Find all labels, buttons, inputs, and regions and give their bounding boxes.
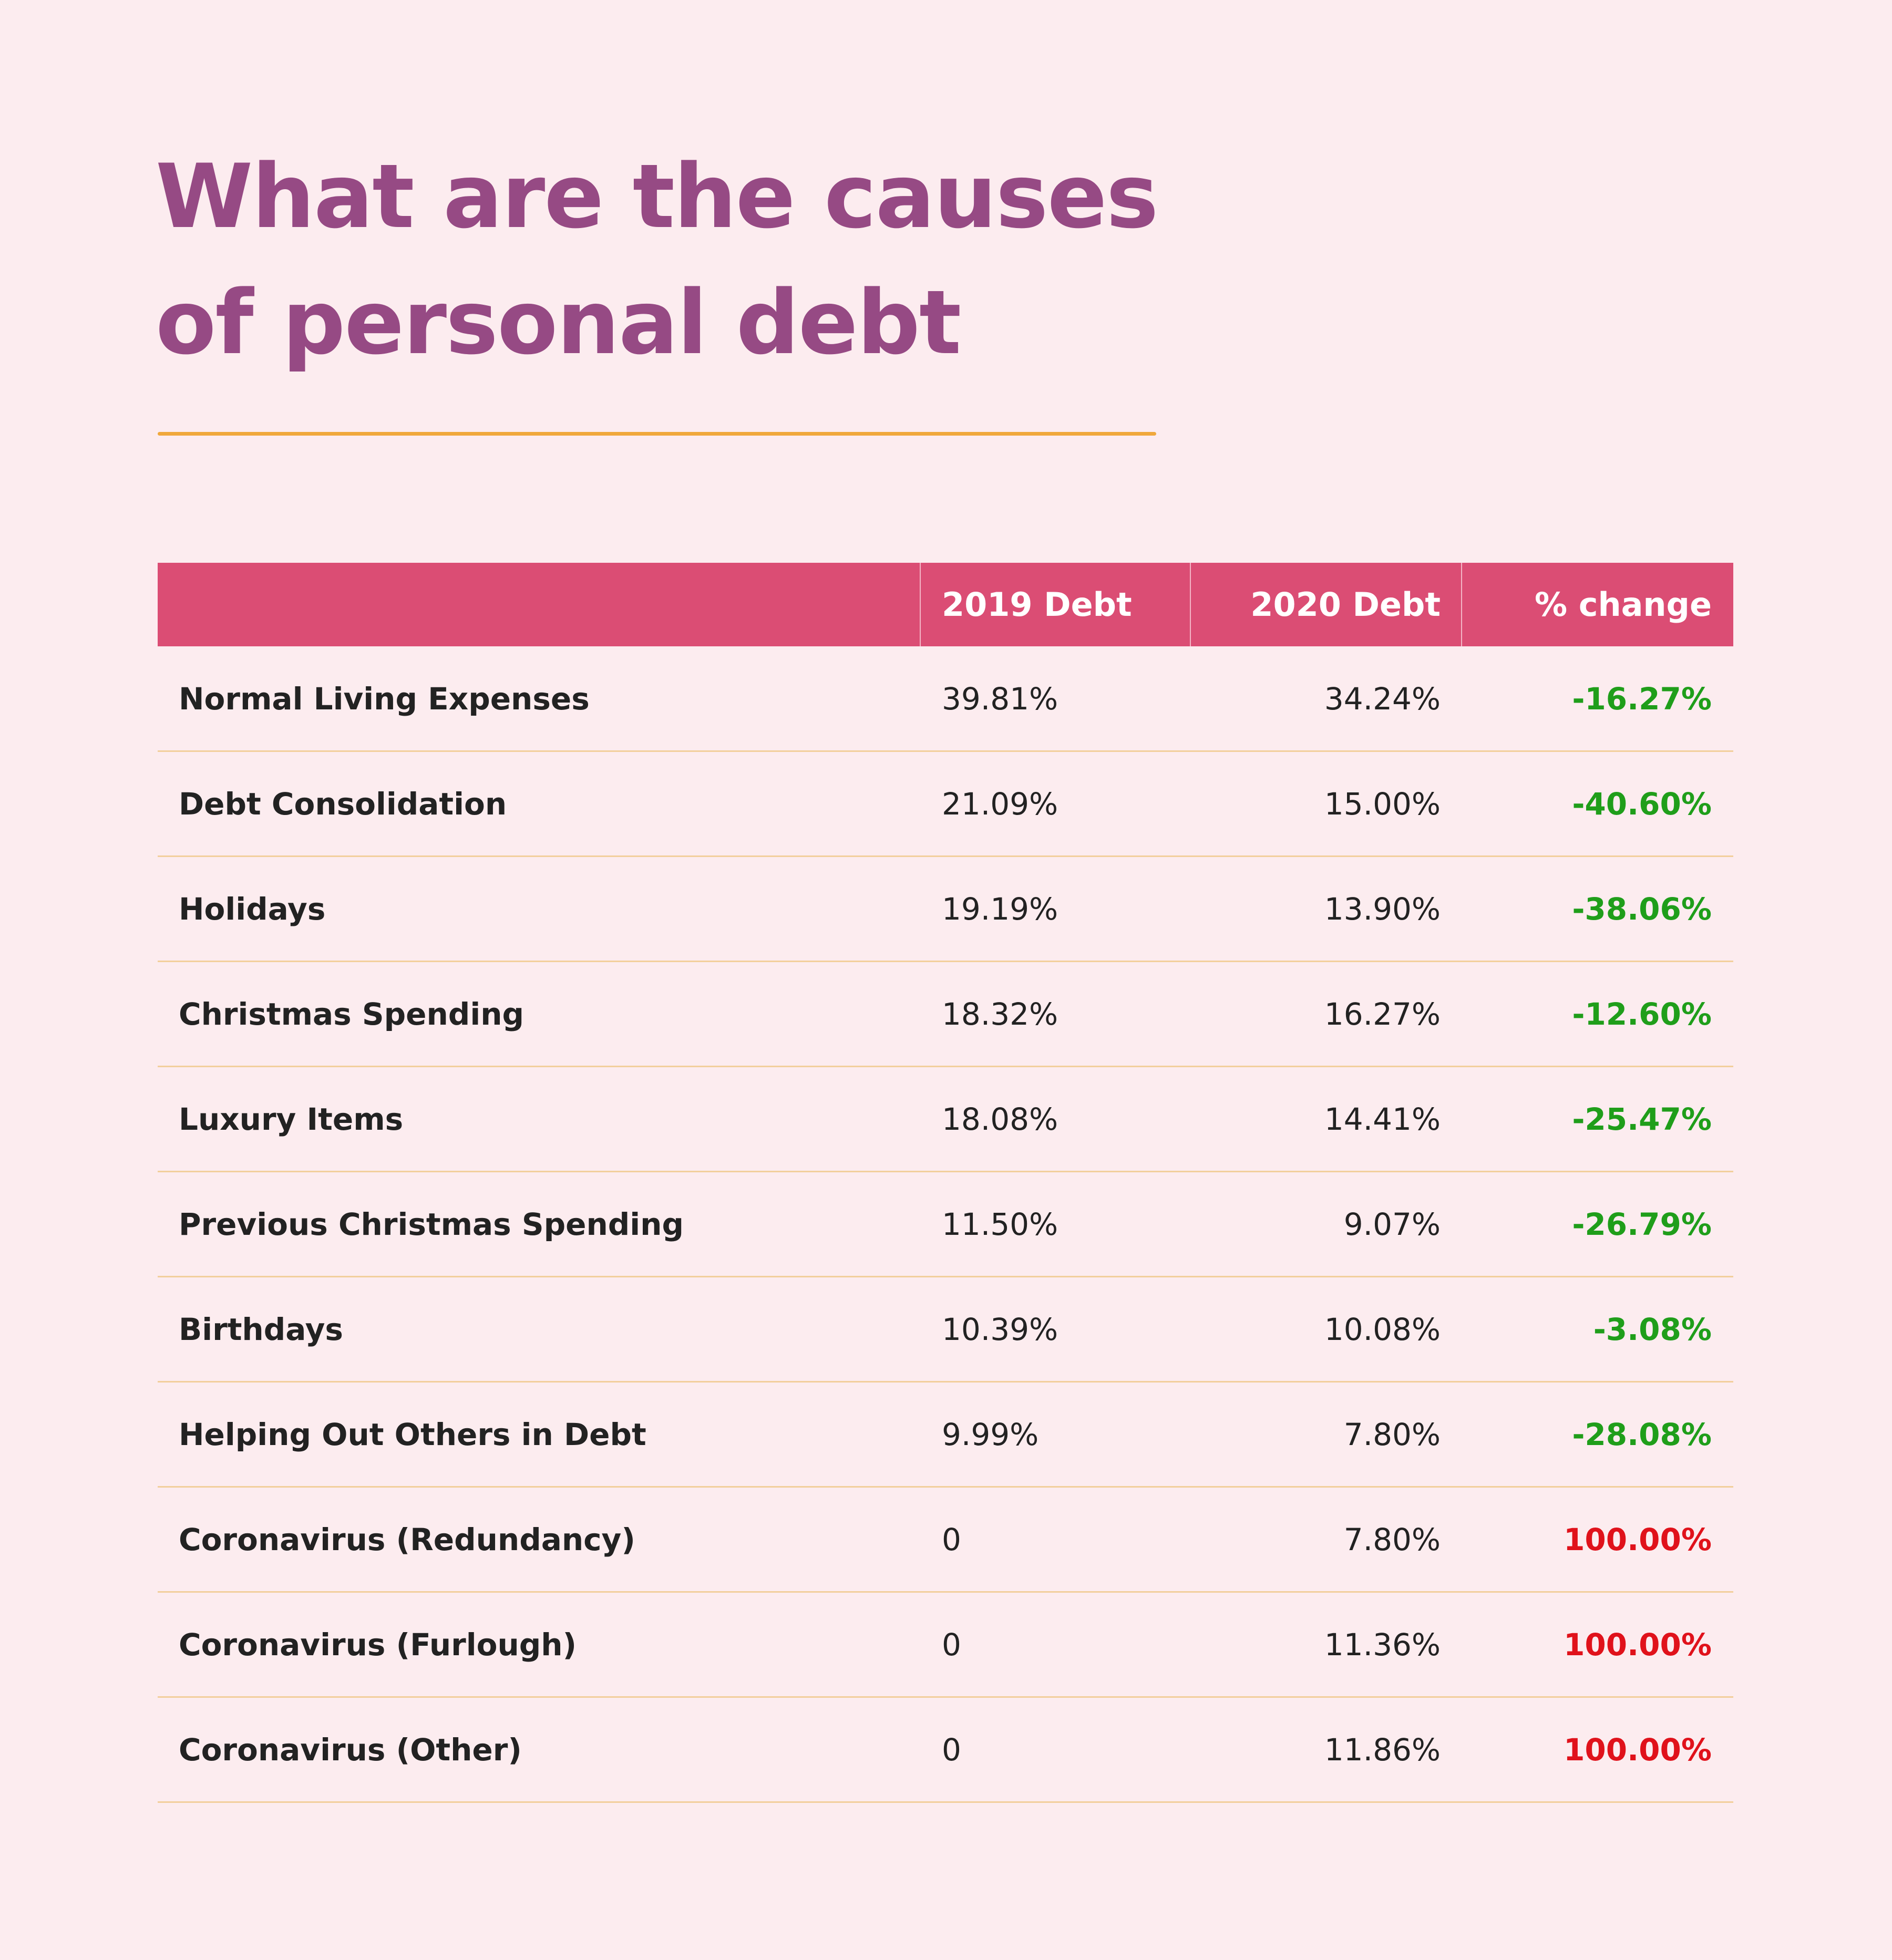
percent-change: -38.06%	[1572, 891, 1712, 927]
row-divider	[158, 1066, 1733, 1067]
column-header: 2020 Debt	[1250, 585, 1441, 624]
value-2019: 0	[942, 1627, 961, 1663]
row-label: Birthdays	[179, 1312, 343, 1347]
value-2019: 21.09%	[942, 786, 1058, 822]
row-label: Coronavirus (Furlough)	[179, 1627, 577, 1663]
row-label: Helping Out Others in Debt	[179, 1417, 646, 1452]
value-2020: 14.41%	[1324, 1101, 1441, 1137]
percent-change: -16.27%	[1572, 681, 1712, 717]
value-2020: 11.36%	[1324, 1627, 1441, 1663]
value-2019: 19.19%	[942, 891, 1058, 927]
value-2019: 9.99%	[942, 1417, 1039, 1452]
header-divider	[1190, 563, 1191, 646]
header-divider	[920, 563, 921, 646]
percent-change: -28.08%	[1572, 1417, 1712, 1452]
row-divider	[158, 1486, 1733, 1488]
value-2020: 9.07%	[1343, 1206, 1441, 1242]
title-underline	[158, 432, 1156, 436]
value-2019: 11.50%	[942, 1206, 1058, 1242]
row-label: Christmas Spending	[179, 996, 525, 1032]
percent-change: -40.60%	[1572, 786, 1712, 822]
row-divider	[158, 961, 1733, 962]
row-divider	[158, 1801, 1733, 1803]
value-2020: 13.90%	[1324, 891, 1441, 927]
row-divider	[158, 750, 1733, 752]
percent-change: -12.60%	[1572, 996, 1712, 1032]
percent-change: 100.00%	[1564, 1522, 1712, 1557]
value-2020: 10.08%	[1324, 1312, 1441, 1347]
percent-change: -3.08%	[1593, 1312, 1712, 1347]
row-divider	[158, 1381, 1733, 1383]
column-header: 2019 Debt	[942, 585, 1132, 624]
row-label: Luxury Items	[179, 1101, 404, 1137]
value-2019: 39.81%	[942, 681, 1058, 717]
column-header: % change	[1534, 585, 1712, 624]
value-2020: 16.27%	[1324, 996, 1441, 1032]
value-2019: 0	[942, 1522, 961, 1557]
table-header	[158, 563, 1733, 646]
row-divider	[158, 855, 1733, 857]
row-divider	[158, 1591, 1733, 1593]
row-label: Debt Consolidation	[179, 786, 507, 822]
value-2020: 7.80%	[1343, 1522, 1441, 1557]
row-label: Coronavirus (Other)	[179, 1732, 522, 1768]
row-label: Normal Living Expenses	[179, 681, 590, 717]
percent-change: -26.79%	[1572, 1206, 1712, 1242]
value-2020: 34.24%	[1324, 681, 1441, 717]
row-divider	[158, 1276, 1733, 1277]
value-2020: 15.00%	[1324, 786, 1441, 822]
value-2020: 7.80%	[1343, 1417, 1441, 1452]
row-label: Previous Christmas Spending	[179, 1206, 684, 1242]
percent-change: -25.47%	[1572, 1101, 1712, 1137]
value-2019: 18.08%	[942, 1101, 1058, 1137]
percent-change: 100.00%	[1564, 1627, 1712, 1663]
header-divider	[1461, 563, 1462, 646]
row-divider	[158, 1696, 1733, 1698]
value-2019: 18.32%	[942, 996, 1058, 1032]
row-label: Holidays	[179, 891, 326, 927]
title-line: of personal debt	[156, 271, 961, 374]
value-2019: 10.39%	[942, 1312, 1058, 1347]
value-2020: 11.86%	[1324, 1732, 1441, 1768]
row-divider	[158, 1171, 1733, 1172]
value-2019: 0	[942, 1732, 961, 1768]
percent-change: 100.00%	[1564, 1732, 1712, 1768]
row-label: Coronavirus (Redundancy)	[179, 1522, 635, 1557]
title-line: What are the causes	[156, 145, 1159, 248]
